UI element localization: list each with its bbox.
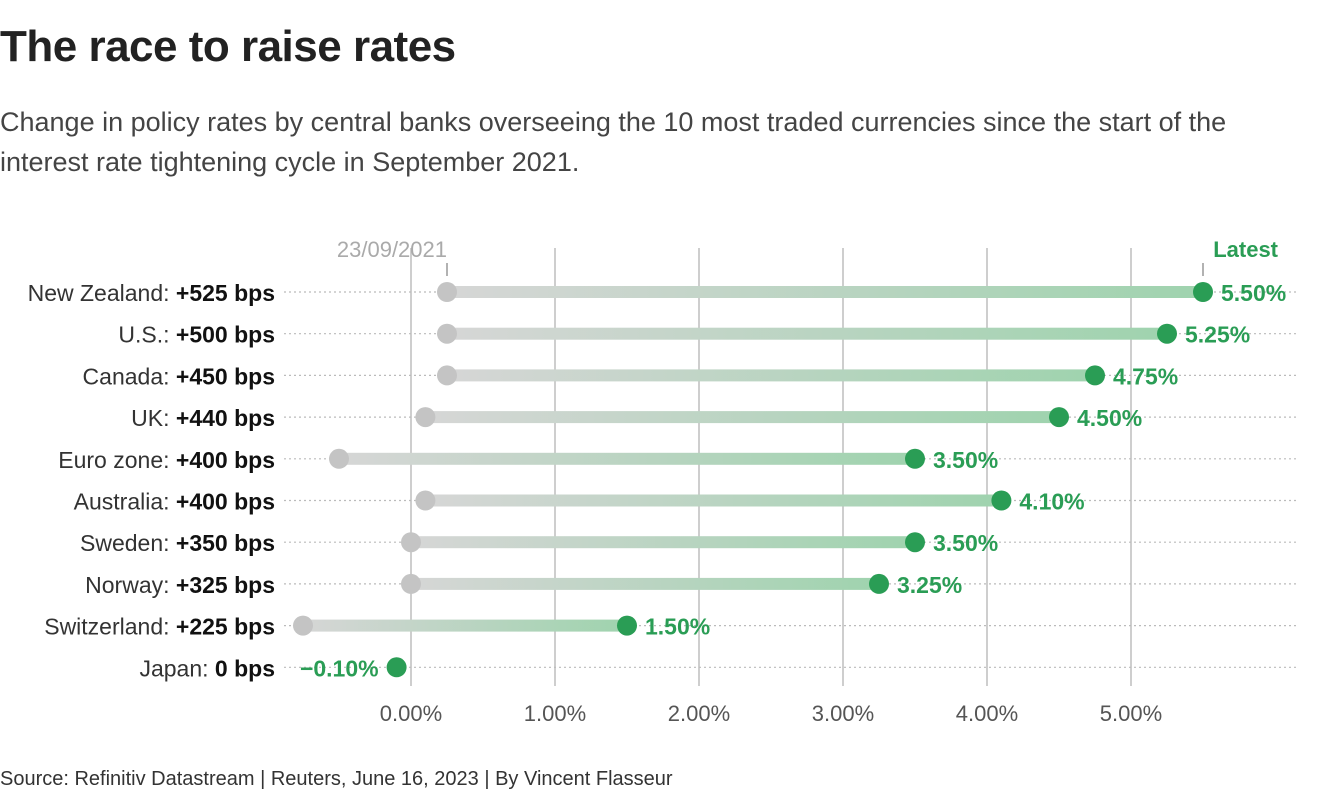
row-label: New Zealand: +525 bps (28, 280, 275, 306)
x-tick-label: 0.00% (380, 701, 442, 726)
latest-dot (1049, 407, 1069, 428)
chart-title: The race to raise rates (0, 22, 456, 71)
rate-change: +525 bps (176, 280, 275, 306)
rate-change: +500 bps (176, 322, 275, 348)
row-label: Australia: +400 bps (74, 489, 275, 515)
row-label: UK: +440 bps (131, 405, 275, 431)
latest-label: Latest (1213, 237, 1278, 262)
range-bar (411, 577, 879, 590)
latest-dot (869, 573, 889, 594)
latest-value-label: 3.25% (897, 572, 962, 598)
rate-change: +350 bps (176, 530, 275, 556)
row-label: Euro zone: +400 bps (58, 447, 275, 473)
x-tick-label: 5.00% (1100, 701, 1162, 726)
chart-subtitle: Change in policy rates by central banks … (0, 107, 1227, 177)
row-label: Canada: +450 bps (83, 363, 275, 389)
rate-change: +440 bps (176, 405, 275, 431)
country-name: Euro zone: (58, 447, 176, 473)
range-bar (411, 536, 915, 549)
row-label: U.S.: +500 bps (118, 322, 275, 348)
row-label: Sweden: +350 bps (80, 530, 275, 556)
latest-dot (905, 532, 925, 553)
start-dot (437, 282, 457, 302)
latest-value-label: 1.50% (645, 614, 710, 640)
rate-change: +400 bps (176, 447, 275, 473)
country-name: Japan: (139, 655, 214, 681)
latest-dot (991, 490, 1012, 511)
country-name: U.S.: (118, 322, 176, 348)
latest-value-label: 4.75% (1113, 363, 1178, 389)
range-bar (447, 369, 1095, 382)
latest-dot (1193, 282, 1213, 302)
start-dot (437, 365, 457, 386)
start-dot (401, 532, 421, 553)
x-tick-label: 1.00% (524, 701, 586, 726)
latest-value-label: 4.10% (1019, 489, 1084, 515)
latest-dot (905, 448, 925, 469)
country-name: New Zealand: (28, 280, 176, 306)
x-tick-label: 3.00% (812, 701, 874, 726)
latest-value-label: 5.50% (1221, 280, 1286, 306)
start-dot (401, 573, 421, 594)
latest-value-label: −0.10% (300, 655, 379, 681)
latest-value-label: 4.50% (1077, 405, 1142, 431)
range-bar (425, 494, 1002, 507)
row-label: Norway: +325 bps (85, 572, 275, 598)
row-label: Japan: 0 bps (139, 655, 275, 681)
latest-value-label: 5.25% (1185, 322, 1250, 348)
latest-value-label: 3.50% (933, 530, 998, 556)
range-bar (425, 411, 1059, 424)
country-name: UK: (131, 405, 176, 431)
rate-change: 0 bps (215, 655, 275, 681)
start-date-label: 23/09/2021 (337, 237, 447, 262)
start-dot (329, 448, 349, 469)
chart-source: Source: Refinitiv Datastream | Reuters, … (0, 768, 673, 790)
range-bar (303, 619, 627, 632)
range-bar (339, 452, 915, 465)
rate-change: +325 bps (176, 572, 275, 598)
row-label: Switzerland: +225 bps (44, 614, 275, 640)
latest-dot (1157, 323, 1177, 344)
country-name: Australia: (74, 489, 176, 515)
latest-dot (617, 615, 637, 636)
rate-change: +225 bps (176, 614, 275, 640)
start-dot (293, 615, 313, 636)
start-dot (415, 490, 436, 511)
start-dot (437, 323, 457, 344)
country-name: Sweden: (80, 530, 176, 556)
range-bar (447, 286, 1203, 298)
start-dot (415, 407, 436, 428)
x-tick-label: 4.00% (956, 701, 1018, 726)
latest-dot (386, 657, 407, 678)
country-name: Canada: (83, 363, 176, 389)
latest-dot (1085, 365, 1105, 386)
range-bar (447, 327, 1167, 340)
country-name: Switzerland: (44, 614, 176, 640)
x-tick-label: 2.00% (668, 701, 730, 726)
rate-change: +450 bps (176, 363, 275, 389)
country-name: Norway: (85, 572, 176, 598)
latest-value-label: 3.50% (933, 447, 998, 473)
rate-change: +400 bps (176, 489, 275, 515)
